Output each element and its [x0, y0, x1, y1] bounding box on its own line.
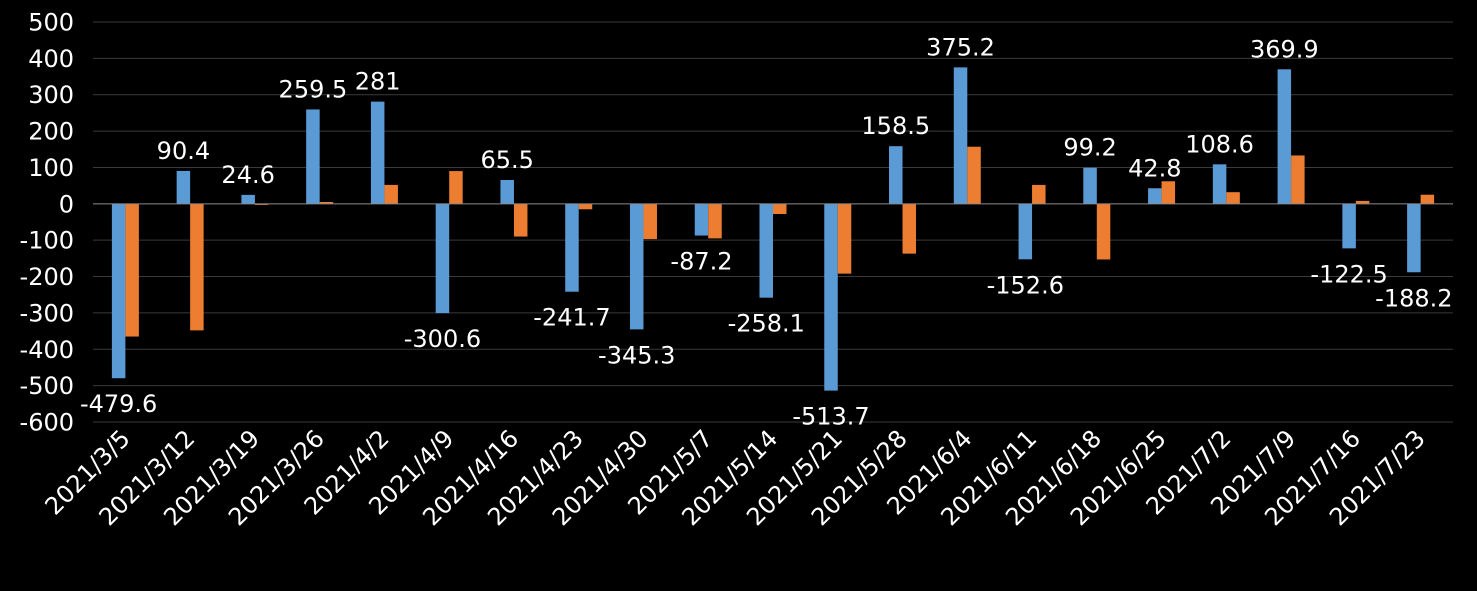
data-labels: -479.6 90.4 24.6 259.5 281 -300.6 65.5 -241.7 -3… [80, 33, 1453, 430]
bar-series-2 [1355, 200, 1370, 204]
bar-series-2 [1096, 203, 1111, 260]
data-label: -345.3 [598, 341, 675, 369]
data-label: 375.2 [926, 33, 995, 61]
bar-series-2 [643, 203, 657, 240]
data-label: 42.8 [1128, 154, 1181, 182]
bar-series-1 [306, 109, 320, 204]
y-tick-label: -200 [20, 263, 74, 291]
bar-series-1 [759, 203, 773, 298]
bar-series-1 [953, 67, 968, 204]
y-tick-label: 100 [28, 154, 74, 182]
y-axis-tick-labels: 500 400 300 200 100 0 -100 -200 -300 -400 -500 -600 [20, 9, 74, 437]
y-tick-label: -600 [20, 409, 74, 437]
y-tick-label: -500 [20, 372, 74, 400]
data-label: -241.7 [533, 304, 610, 332]
bar-series-1 [1407, 203, 1421, 273]
data-label: -122.5 [1310, 260, 1387, 288]
y-tick-label: 300 [28, 81, 74, 109]
data-label: 90.4 [157, 137, 210, 165]
bar-series-2 [190, 203, 204, 331]
bar-series-2 [1420, 194, 1435, 204]
bar-series-1 [1148, 188, 1162, 204]
y-tick-label: 0 [59, 190, 74, 218]
bar-series-2 [967, 146, 981, 204]
bar-series-1 [1018, 203, 1033, 260]
bar-series-2 [125, 203, 139, 337]
bar-series-1 [824, 203, 838, 391]
y-tick-label: 200 [28, 118, 74, 146]
bar-series-2 [319, 202, 334, 204]
bar-series-2 [902, 203, 917, 254]
bar-series-1 [565, 203, 579, 292]
bar-series-2 [708, 203, 722, 239]
bars [111, 67, 1435, 391]
bar-series-2 [1291, 155, 1305, 204]
data-label: 108.6 [1185, 130, 1254, 158]
bar-series-1 [1342, 203, 1356, 249]
data-label: -300.6 [404, 325, 481, 353]
bar-series-1 [1083, 167, 1097, 204]
bar-series-2 [1161, 181, 1176, 204]
y-tick-label: 400 [28, 45, 74, 73]
data-label: -258.1 [728, 310, 805, 338]
bar-series-2 [384, 184, 398, 204]
bar-series-1 [500, 180, 514, 204]
data-label: 369.9 [1250, 35, 1319, 63]
y-tick-label: -400 [20, 336, 74, 364]
data-label: 281 [355, 68, 401, 96]
bar-series-2 [513, 203, 528, 237]
bar-series-1 [1212, 164, 1227, 204]
data-label: 24.6 [221, 161, 274, 189]
x-axis-category-labels: 2021/3/52021/3/122021/3/192021/3/262021/… [40, 424, 1431, 531]
data-label: 259.5 [279, 75, 348, 103]
bar-series-2 [1032, 184, 1046, 204]
bar-series-1 [176, 170, 191, 204]
data-label: -152.6 [987, 271, 1064, 299]
data-label: -479.6 [80, 390, 157, 418]
y-tick-label: -100 [20, 227, 74, 255]
bar-series-2 [1226, 192, 1240, 204]
y-tick-label: -300 [20, 299, 74, 327]
bar-series-1 [241, 194, 255, 204]
bar-series-1 [1277, 69, 1292, 204]
y-tick-label: 500 [28, 9, 74, 37]
data-label: -87.2 [670, 248, 732, 276]
data-label: 99.2 [1063, 134, 1116, 162]
data-label: -513.7 [792, 403, 869, 431]
bar-series-2 [837, 203, 852, 274]
bar-series-2 [773, 203, 787, 214]
bar-series-2 [254, 203, 269, 205]
data-label: 65.5 [480, 146, 533, 174]
bar-series-1 [370, 101, 385, 204]
bar-series-1 [435, 203, 450, 314]
data-label: 158.5 [861, 112, 930, 140]
bar-series-2 [449, 171, 463, 204]
bar-series-1 [111, 203, 126, 379]
bar-series-1 [889, 146, 903, 204]
bar-series-1 [629, 203, 644, 330]
data-label: -188.2 [1375, 284, 1452, 312]
bar-series-2 [578, 203, 593, 210]
bar-series-1 [694, 203, 709, 236]
